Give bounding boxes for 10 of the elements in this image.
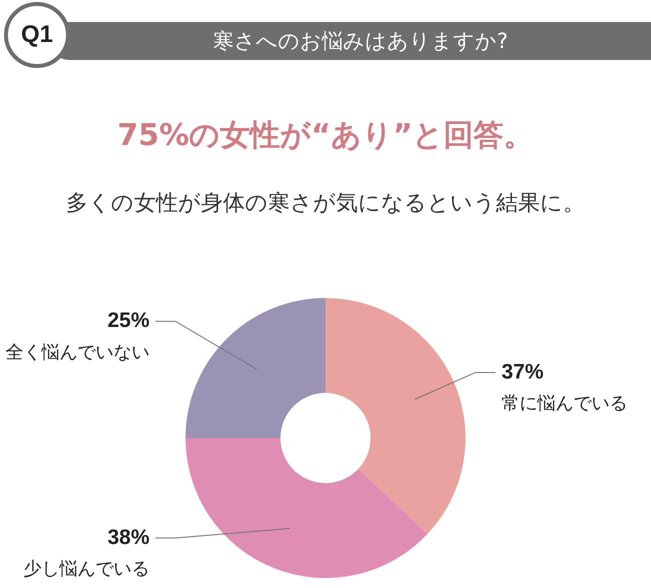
data-label: 25% — [107, 309, 150, 332]
data-label: 38% — [107, 526, 150, 549]
chart-title: 寒さへのお悩みはありますか? — [212, 29, 508, 53]
chart-subtitle: 75%の女性が“あり”と回答。 — [116, 117, 535, 155]
data-label: 37% — [502, 360, 544, 384]
slice-label: 全く悩んでいない — [6, 342, 150, 363]
text: 多くの女性が身体の寒さが気になるという結果に。 — [65, 190, 586, 218]
text: Q1 — [4, 2, 70, 68]
slice-label: 常に悩んでいる — [502, 393, 628, 414]
slice-label: 少し悩んでいる — [24, 558, 150, 580]
